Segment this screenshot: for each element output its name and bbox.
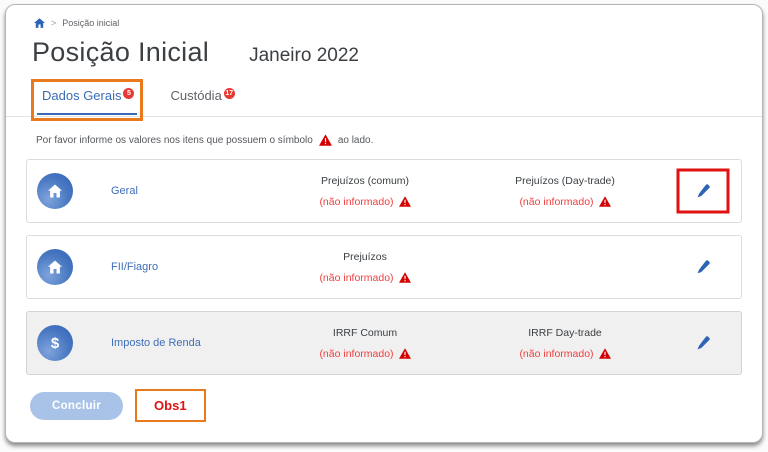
page-subtitle: Janeiro 2022 <box>249 45 359 66</box>
field-value: (não informado) <box>265 272 465 284</box>
home-icon <box>37 173 73 209</box>
field-value-text: (não informado) <box>319 347 394 360</box>
footer: Concluir Obs1 <box>26 389 742 422</box>
card-imposto-de-renda-edit-cell <box>665 331 741 355</box>
warning-icon <box>398 348 411 359</box>
tab-dados-gerais-badge: 5 <box>123 88 135 99</box>
info-message: Por favor informe os valores nos itens q… <box>36 134 742 146</box>
card-fii-fiagro-header: FII/Fiagro <box>27 249 265 285</box>
home-icon[interactable] <box>34 18 45 28</box>
field-value: (não informado) <box>265 196 465 208</box>
card-fii-fiagro-label: FII/Fiagro <box>111 261 159 273</box>
annotation-obs1: Obs1 <box>135 389 206 422</box>
card-fii-fiagro-edit-cell <box>665 255 741 279</box>
tab-custodia-label: Custódia <box>170 88 222 103</box>
card-imposto-de-renda: $ Imposto de Renda IRRF Comum (não infor… <box>26 311 742 375</box>
field-irrf-daytrade: IRRF Day-trade (não informado) <box>465 327 665 360</box>
edit-pencil-icon[interactable] <box>691 179 715 203</box>
field-value: (não informado) <box>265 348 465 360</box>
conclude-button[interactable]: Concluir <box>30 391 124 420</box>
warning-icon <box>318 134 332 146</box>
field-name: IRRF Day-trade <box>528 326 602 339</box>
card-imposto-de-renda-header: $ Imposto de Renda <box>27 325 265 361</box>
breadcrumb-item: Posição inicial <box>62 18 120 28</box>
card-imposto-de-renda-fields: IRRF Comum (não informado) IRRF Day-trad… <box>265 327 665 360</box>
field-prejuizos-daytrade: Prejuízos (Day-trade) (não informado) <box>465 175 665 208</box>
field-name: Prejuízos (Day-trade) <box>515 174 615 187</box>
field-name: Prejuízos <box>343 250 387 263</box>
edit-pencil-icon[interactable] <box>691 331 715 355</box>
field-value: (não informado) <box>465 348 665 360</box>
breadcrumb-separator-icon: > <box>51 18 57 28</box>
field-name: IRRF Comum <box>332 326 398 339</box>
tab-custodia[interactable]: Custódia 17 <box>170 88 235 116</box>
field-empty-spacer <box>465 251 665 284</box>
field-prejuizos: Prejuízos (não informado) <box>265 251 465 284</box>
card-geral-header: Geral <box>27 173 265 209</box>
card-imposto-de-renda-label: Imposto de Renda <box>111 337 201 349</box>
tab-dados-gerais-label: Dados Gerais <box>42 88 122 103</box>
field-value-text: (não informado) <box>319 271 394 284</box>
info-text-before: Por favor informe os valores nos itens q… <box>36 134 313 146</box>
tab-custodia-badge: 17 <box>223 88 235 99</box>
warning-icon <box>598 196 611 207</box>
dollar-icon: $ <box>37 325 73 361</box>
tab-dados-gerais[interactable]: Dados Gerais 5 <box>31 79 144 121</box>
field-prejuizos-comum: Prejuízos (comum) (não informado) <box>265 175 465 208</box>
warning-icon <box>598 348 611 359</box>
home-icon <box>37 249 73 285</box>
card-geral-edit-cell <box>665 168 741 214</box>
field-name: Prejuízos (comum) <box>320 174 410 187</box>
warning-icon <box>398 196 411 207</box>
breadcrumb: > Posição inicial <box>26 18 742 28</box>
field-value-text: (não informado) <box>519 347 594 360</box>
card-geral-fields: Prejuízos (comum) (não informado) Prejuí… <box>265 175 665 208</box>
tab-bar: Dados Gerais 5 Custódia 17 <box>26 79 742 121</box>
field-value-text: (não informado) <box>519 195 594 208</box>
card-list: Geral Prejuízos (comum) (não informado) … <box>26 159 742 375</box>
active-tab-underline <box>37 113 138 115</box>
page-container: > Posição inicial Posição Inicial Janeir… <box>5 4 763 443</box>
card-fii-fiagro-fields: Prejuízos (não informado) <box>265 251 665 284</box>
card-geral-label: Geral <box>111 185 138 197</box>
card-fii-fiagro: FII/Fiagro Prejuízos (não informado) <box>26 235 742 299</box>
field-value: (não informado) <box>465 196 665 208</box>
field-irrf-comum: IRRF Comum (não informado) <box>265 327 465 360</box>
page-title: Posição Inicial <box>32 37 210 67</box>
tabs-divider <box>6 116 762 117</box>
dollar-glyph: $ <box>50 334 60 352</box>
title-row: Posição Inicial Janeiro 2022 <box>32 37 742 68</box>
info-text-after: ao lado. <box>337 134 374 146</box>
warning-icon <box>398 272 411 283</box>
edit-pencil-icon[interactable] <box>691 255 715 279</box>
field-value-text: (não informado) <box>319 195 394 208</box>
card-geral: Geral Prejuízos (comum) (não informado) … <box>26 159 742 223</box>
